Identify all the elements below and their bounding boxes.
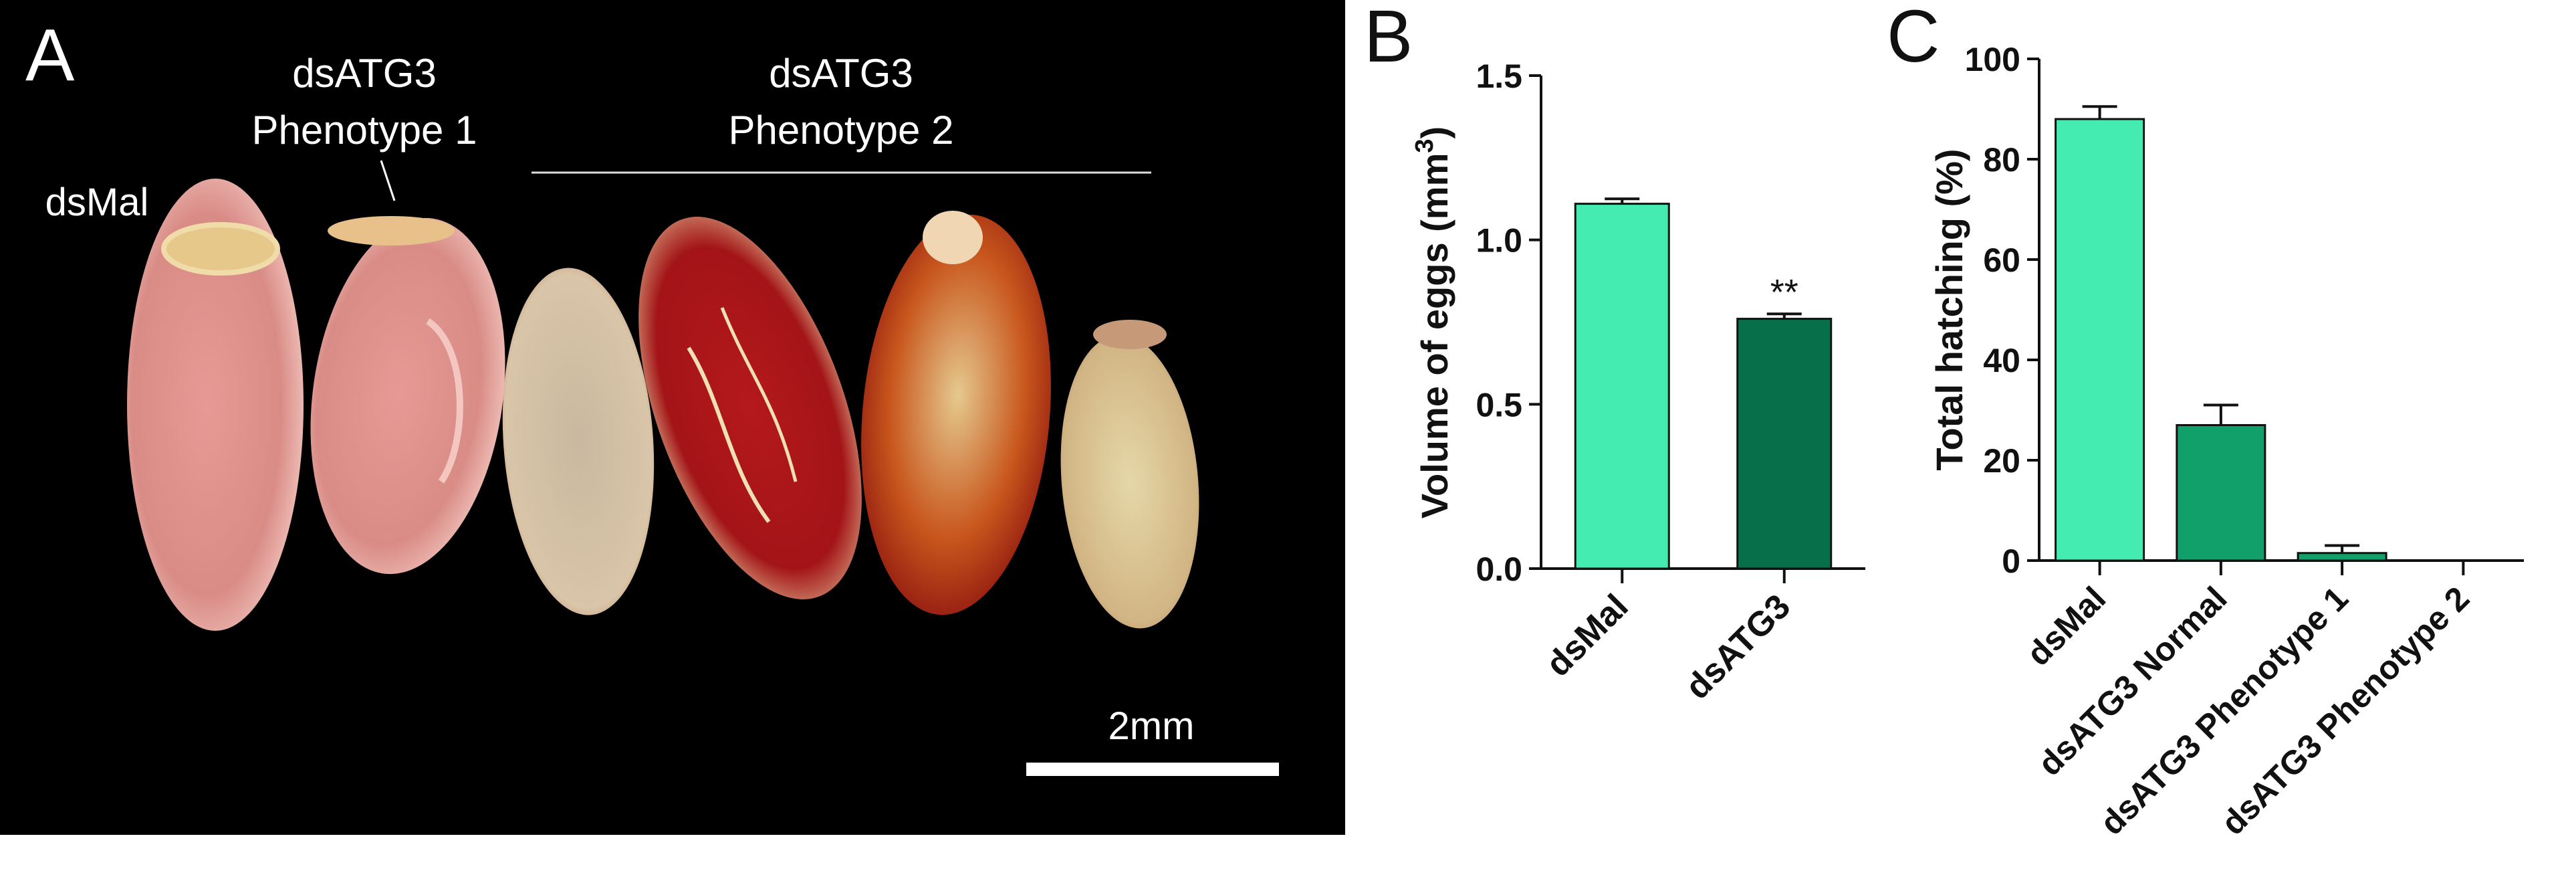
- y-axis-label-close: ): [1413, 126, 1455, 139]
- y-tick-label: 20: [1983, 442, 2020, 480]
- x-tick-label: dsATG3 Phenotype 1: [2093, 579, 2355, 842]
- y-axis-label: Total hatching (%): [1928, 149, 1970, 470]
- pointer-line-phenotype-1: [380, 160, 396, 201]
- egg-phenotype-2b: [638, 217, 862, 599]
- y-axis-label-superscript: 3: [1411, 138, 1439, 153]
- bar: [1574, 203, 1670, 570]
- y-tick-label: 40: [1983, 342, 2020, 379]
- egg-phenotype-1: [310, 216, 505, 575]
- y-axis-label-main: Volume of eggs (mm: [1413, 153, 1455, 519]
- label-phenotype-2-line2: Phenotype 2: [729, 108, 954, 153]
- y-tick-label: 80: [1983, 141, 2020, 179]
- egg-phenotype-2c: [861, 211, 1051, 615]
- x-tick-label: dsATG3 Phenotype 2: [2214, 579, 2477, 842]
- bar: [2297, 552, 2387, 562]
- panel-b-letter: B: [1364, 0, 1413, 78]
- significance-label: **: [1770, 272, 1798, 312]
- scale-bar-label: 2mm: [1108, 704, 1195, 748]
- x-tick-label: dsATG3: [1678, 587, 1798, 706]
- y-tick-label: 0.0: [1476, 551, 1522, 588]
- y-tick-label: 1.0: [1476, 222, 1522, 260]
- y-tick-label: 0: [2002, 543, 2020, 580]
- egg-dsmal: [127, 179, 304, 631]
- y-tick-label: 0.5: [1476, 386, 1522, 423]
- chart-b: 0.0 0.5 1.0 1.5 dsMal ** dsATG3 Volume of eggs …: [1411, 58, 1865, 707]
- panel-b: B 0.0 0.5 1.0 1.5 dsMal ** dsATG3 Volume of egg…: [1364, 0, 1865, 707]
- y-tick-label: 60: [1983, 241, 2020, 279]
- label-dsmal: dsMal: [45, 181, 149, 224]
- panel-c-letter: C: [1887, 0, 1940, 78]
- y-tick-label: 1.5: [1476, 58, 1522, 95]
- label-phenotype-1-line2: Phenotype 1: [252, 108, 477, 153]
- label-phenotype-1-line1: dsATG3: [292, 51, 437, 96]
- bar: [2176, 424, 2266, 562]
- bar: [2055, 118, 2145, 562]
- y-tick-label: 100: [1965, 41, 2020, 78]
- x-tick-label: dsMal: [2020, 579, 2113, 673]
- egg-phenotype-2a: [502, 268, 655, 615]
- panel-a: A dsMal dsATG3 Phenotype: [0, 0, 1345, 835]
- y-axis-label: Volume of eggs (mm3): [1411, 126, 1455, 518]
- panel-a-letter: A: [25, 14, 75, 96]
- x-tick-label: dsMal: [1539, 587, 1636, 684]
- bar: [1736, 318, 1833, 570]
- egg-phenotype-2d: [1060, 320, 1199, 629]
- label-phenotype-2-line1: dsATG3: [769, 51, 913, 96]
- scale-bar: [1026, 763, 1279, 776]
